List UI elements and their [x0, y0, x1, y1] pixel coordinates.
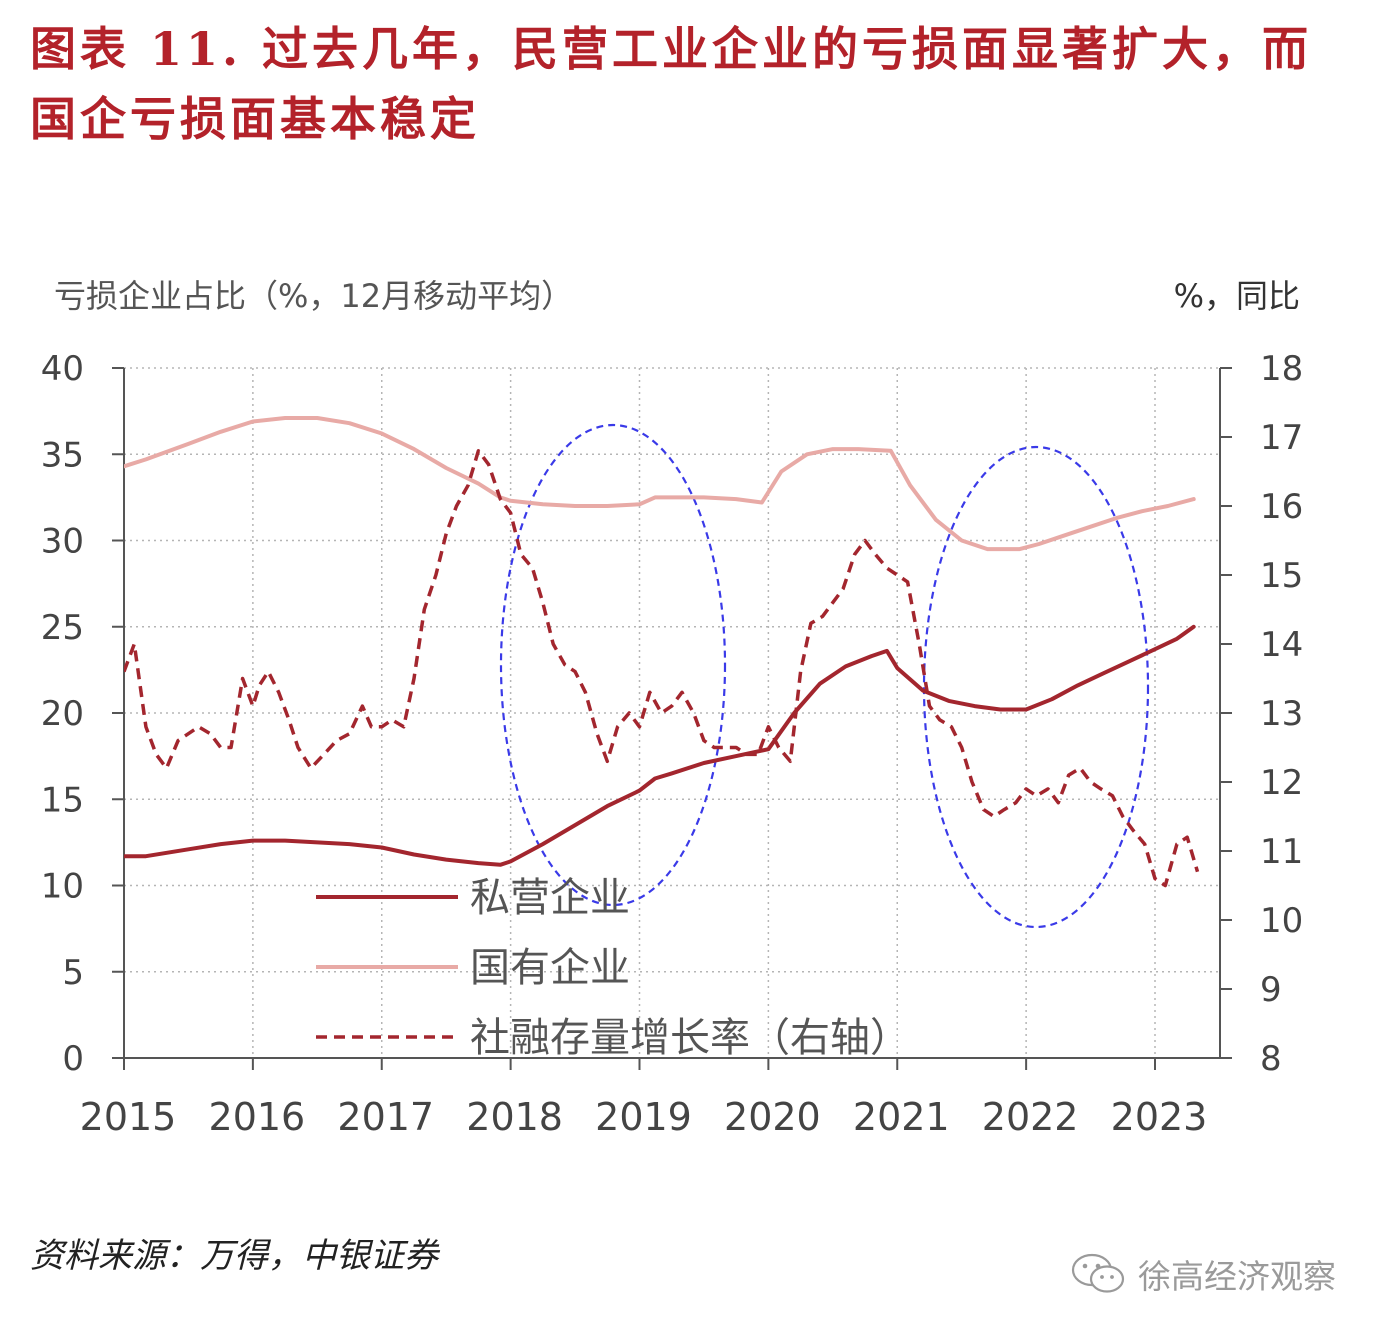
left-axis-label: 亏损企业占比（%，12月移动平均）	[54, 277, 573, 315]
axes: 0 5 10 15 20 25 30 35 40 8 9 10 11 12 13 14 15 16 17 18 2015…	[41, 349, 1304, 1139]
x-tick-label: 2015	[80, 1095, 177, 1139]
left-tick-label: 25	[41, 608, 84, 648]
right-tick-label: 14	[1260, 625, 1303, 665]
left-tick-label: 5	[62, 953, 84, 993]
right-axis-label: %，同比	[1174, 277, 1300, 315]
series-layer	[124, 416, 1200, 888]
watermark-text: 徐高经济观察	[1138, 1257, 1336, 1296]
left-tick-label: 10	[41, 867, 84, 907]
series-line-1	[124, 416, 1196, 552]
right-tick-label: 18	[1260, 349, 1303, 389]
x-tick-label: 2016	[209, 1095, 306, 1139]
x-tick-label: 2022	[982, 1095, 1079, 1139]
legend-label-1: 国有企业	[470, 945, 630, 991]
x-tick-label: 2018	[466, 1095, 563, 1139]
x-tick-label: 2021	[853, 1095, 950, 1139]
right-tick-label: 15	[1260, 556, 1303, 596]
series-line-0	[124, 624, 1196, 867]
legend-label-0: 私营企业	[470, 875, 630, 921]
right-tick-label: 16	[1260, 487, 1303, 527]
left-tick-label: 30	[41, 522, 84, 562]
highlight-ellipse-2021-2023	[922, 445, 1150, 929]
series-line-2	[124, 449, 1200, 888]
x-tick-label: 2023	[1111, 1095, 1208, 1139]
left-tick-label: 20	[41, 694, 84, 734]
left-tick-label: 40	[41, 349, 84, 389]
dual-axis-line-chart: 亏损企业占比（%，12月移动平均） %，同比 0 5 10 15 20 25 30 35 40 8…	[41, 277, 1304, 1139]
legend-label-2: 社融存量增长率（右轴）	[470, 1015, 910, 1061]
right-tick-label: 17	[1260, 418, 1303, 458]
left-tick-label: 35	[41, 435, 84, 475]
right-tick-label: 9	[1260, 970, 1282, 1010]
chart-title: 图表 11. 过去几年，民营工业企业的亏损面显著扩大，而国企亏损面基本稳定	[30, 22, 1313, 146]
gridlines	[124, 367, 1220, 1058]
highlight-ellipses	[499, 423, 1150, 929]
right-tick-label: 11	[1260, 832, 1303, 872]
x-tick-label: 2020	[724, 1095, 821, 1139]
highlight-ellipse-2018-2019	[499, 423, 727, 907]
right-tick-label: 13	[1260, 694, 1303, 734]
right-tick-label: 8	[1260, 1039, 1282, 1079]
source-note: 资料来源：万得，中银证券	[30, 1236, 438, 1276]
right-tick-label: 10	[1260, 901, 1303, 941]
wechat-icon	[1071, 1253, 1125, 1293]
left-tick-label: 0	[62, 1039, 84, 1079]
right-tick-label: 12	[1260, 763, 1303, 803]
left-tick-label: 15	[41, 780, 84, 820]
x-tick-label: 2017	[337, 1095, 434, 1139]
x-tick-label: 2019	[595, 1095, 692, 1139]
watermark: 徐高经济观察	[1070, 1250, 1336, 1298]
